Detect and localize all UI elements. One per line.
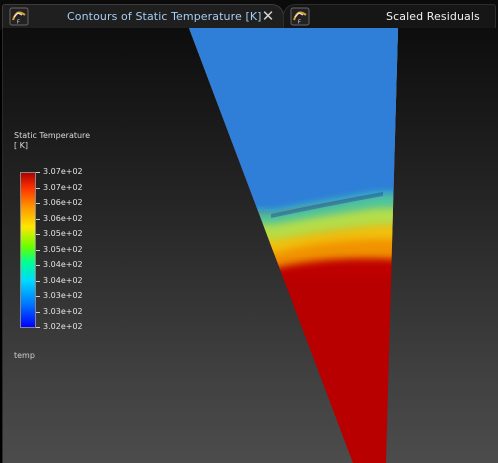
colorbar-tick-label: 3.04e+02 bbox=[43, 260, 83, 270]
colorbar-tick-mark bbox=[36, 203, 40, 204]
colorbar-tick-label: 3.05e+02 bbox=[43, 229, 83, 239]
close-tab-icon[interactable]: ✕ bbox=[260, 7, 276, 25]
colorbar-tick-label: 3.06e+02 bbox=[43, 198, 83, 208]
tab-scaled-residuals[interactable]: F Scaled Residuals bbox=[283, 4, 496, 28]
colorbar-tick-mark bbox=[36, 327, 40, 328]
graphics-viewport[interactable]: Static Temperature [ K] 3.07e+02 3.07e+02… bbox=[2, 28, 498, 463]
colorbar-tick-mark bbox=[36, 250, 40, 251]
colorbar-tick-mark bbox=[36, 265, 40, 266]
tab-bar: F Contours of Static Temperature [K] ✕ F… bbox=[0, 0, 498, 30]
colorbar-tick-label: 3.06e+02 bbox=[43, 214, 83, 224]
fluent-icon: F bbox=[290, 7, 310, 26]
colorbar-tick-mark bbox=[36, 296, 40, 297]
colorbar-tick-mark bbox=[36, 234, 40, 235]
colorbar-tick-mark bbox=[36, 188, 40, 189]
colorbar-tick-label: 3.05e+02 bbox=[43, 245, 83, 255]
colorbar-tick-label: 3.07e+02 bbox=[43, 167, 83, 177]
tab-contours-label: Contours of Static Temperature [K] bbox=[67, 10, 262, 23]
fluent-icon: F bbox=[9, 7, 29, 26]
tab-residuals-label: Scaled Residuals bbox=[386, 10, 480, 23]
colorbar-tick-label: 3.04e+02 bbox=[43, 276, 83, 286]
colorbar-ticks: 3.07e+02 3.07e+02 3.06e+02 3.06e+02 3.05e+02… bbox=[3, 28, 93, 463]
tab-contours-static-temperature[interactable]: F Contours of Static Temperature [K] ✕ bbox=[2, 4, 284, 28]
colorbar-tick-label: 3.03e+02 bbox=[43, 291, 83, 301]
colorbar-tick-mark bbox=[36, 312, 40, 313]
colorbar-tick-mark bbox=[36, 219, 40, 220]
colorbar-tick-label: 3.07e+02 bbox=[43, 183, 83, 193]
colorbar-tick-label: 3.02e+02 bbox=[43, 322, 83, 332]
domain-wedge bbox=[153, 28, 413, 463]
colorbar-tick-label: 3.03e+02 bbox=[43, 307, 83, 317]
colorbar-tick-mark bbox=[36, 281, 40, 282]
legend-caption: temp bbox=[14, 351, 35, 361]
colorbar-tick-mark bbox=[36, 172, 40, 173]
svg-text:F: F bbox=[298, 20, 301, 26]
svg-text:F: F bbox=[17, 20, 20, 26]
